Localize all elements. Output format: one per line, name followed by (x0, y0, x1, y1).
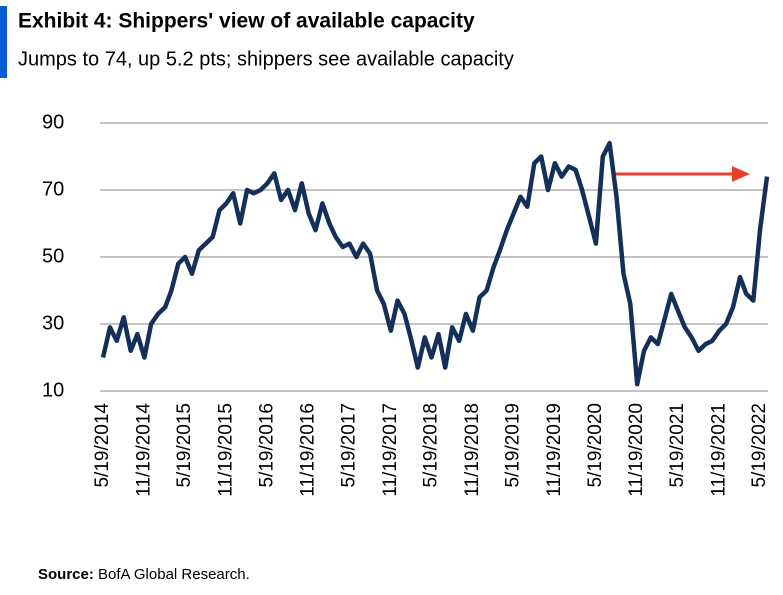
x-tick-label: 11/19/2017 (380, 403, 401, 497)
x-tick-label: 11/19/2015 (215, 403, 236, 497)
data-line (100, 140, 770, 387)
x-tick-label: 11/19/2018 (462, 403, 483, 497)
x-tick-label: 11/19/2019 (544, 403, 565, 497)
x-tick-label: 5/19/2015 (174, 403, 195, 488)
x-tick-label: 11/19/2021 (708, 403, 729, 497)
source: Source: BofA Global Research. (38, 566, 250, 583)
y-tick-label: 90 (42, 111, 64, 133)
y-tick-label: 30 (42, 312, 64, 334)
x-tick-label: 5/19/2022 (749, 403, 770, 488)
source-text: BofA Global Research. (98, 566, 250, 583)
x-tick-label: 11/19/2014 (133, 403, 154, 497)
x-tick-label: 5/19/2018 (421, 403, 442, 488)
chart-subtitle: Jumps to 74, up 5.2 pts; shippers see av… (18, 48, 514, 70)
x-tick-label: 5/19/2019 (503, 403, 524, 488)
y-tick-label: 10 (42, 379, 64, 401)
x-tick-label: 11/19/2020 (626, 403, 647, 497)
title-accent (0, 6, 7, 78)
source-label: Source: (38, 566, 94, 583)
y-tick-label: 50 (42, 245, 64, 267)
x-tick-label: 5/19/2016 (256, 403, 277, 488)
chart-title: Exhibit 4: Shippers' view of available c… (18, 10, 475, 33)
x-tick-label: 5/19/2020 (585, 403, 606, 488)
x-tick-label: 5/19/2014 (92, 403, 113, 488)
x-tick-label: 11/19/2016 (298, 403, 319, 497)
x-tick-label: 5/19/2017 (338, 403, 359, 488)
x-tick-label: 5/19/2021 (667, 403, 688, 488)
y-tick-label: 70 (42, 178, 64, 200)
annotation-arrowhead (732, 166, 750, 182)
